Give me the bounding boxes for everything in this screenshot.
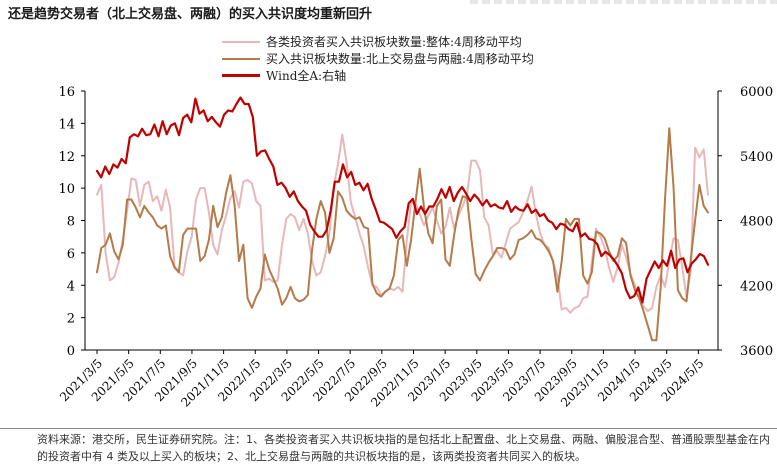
- left-tick-label: 14: [58, 117, 75, 132]
- line-chart: 0246810121416360042004800540060002021/3/…: [57, 85, 773, 410]
- left-tick-label: 16: [58, 85, 75, 100]
- legend-item-northbound: 买入共识板块数量:北上交易盘与两融:4周移动平均: [222, 50, 534, 67]
- chart-title: 还是趋势交易者（北上交易盘、两融）的买入共识度均重新回升: [8, 7, 373, 22]
- right-tick-label: 4800: [740, 215, 773, 230]
- left-tick-label: 4: [67, 279, 75, 294]
- series-layer: [95, 96, 710, 342]
- series-northbound-line: [96, 127, 709, 342]
- left-tick-label: 6: [67, 247, 75, 262]
- legend-label-wind: Wind全A:右轴: [266, 69, 347, 83]
- right-tick-label: 4200: [740, 279, 773, 294]
- right-tick-label: 3600: [740, 344, 773, 359]
- right-tick-label: 6000: [740, 85, 773, 100]
- footer: 资料来源：港交所，民生证券研究院。注：1、各类投资者买入共识板块指的是包括北上配…: [0, 428, 777, 467]
- legend-swatch-overall: [222, 40, 260, 43]
- left-tick-label: 2: [67, 312, 75, 327]
- legend-label-overall: 各类投资者买入共识板块数量:整体:4周移动平均: [266, 35, 522, 49]
- legend-swatch-wind: [222, 74, 260, 77]
- left-tick-label: 10: [58, 182, 75, 197]
- legend-swatch-northbound: [222, 57, 260, 60]
- legend-item-overall: 各类投资者买入共识板块数量:整体:4周移动平均: [222, 33, 534, 50]
- series-overall-line: [96, 133, 709, 314]
- legend-label-northbound: 买入共识板块数量:北上交易盘与两融:4周移动平均: [266, 52, 534, 66]
- left-tick-label: 12: [58, 150, 75, 165]
- left-tick-label: 8: [67, 215, 75, 230]
- left-tick-label: 0: [67, 344, 75, 359]
- right-tick-label: 5400: [740, 150, 773, 165]
- tick-labels: 0246810121416360042004800540060002021/3/…: [57, 85, 773, 410]
- series-wind-line: [95, 96, 710, 304]
- top-decoration: [470, 0, 777, 4]
- axes: [81, 90, 722, 354]
- legend-item-wind: Wind全A:右轴: [222, 67, 534, 84]
- source-note: 资料来源：港交所，民生证券研究院。注：1、各类投资者买入共识板块指的是包括北上配…: [37, 433, 770, 463]
- legend: 各类投资者买入共识板块数量:整体:4周移动平均 买入共识板块数量:北上交易盘与两…: [222, 33, 534, 84]
